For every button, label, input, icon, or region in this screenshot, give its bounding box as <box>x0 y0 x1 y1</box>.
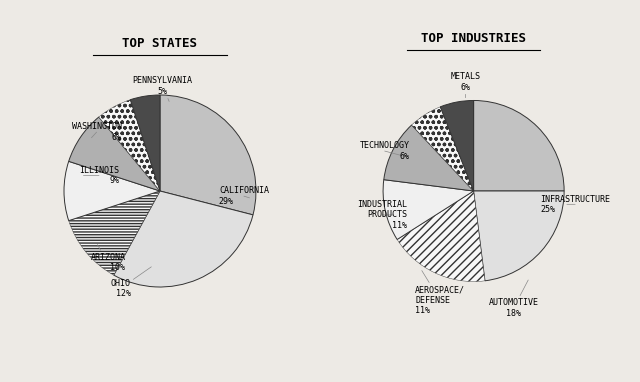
Wedge shape <box>68 191 160 275</box>
Text: TECHNOLOGY
6%: TECHNOLOGY 6% <box>360 141 410 161</box>
Text: AUTOMOTIVE
18%: AUTOMOTIVE 18% <box>488 280 538 318</box>
Wedge shape <box>68 117 160 191</box>
Wedge shape <box>412 107 474 191</box>
Text: CALIFORNIA
29%: CALIFORNIA 29% <box>219 186 269 206</box>
Text: AEROSPACE/
DEFENSE
11%: AEROSPACE/ DEFENSE 11% <box>415 270 465 315</box>
Text: TOP STATES: TOP STATES <box>122 37 198 50</box>
Text: OHIO
12%: OHIO 12% <box>111 267 151 298</box>
Wedge shape <box>474 191 564 281</box>
Text: WASHINGTON
6%: WASHINGTON 6% <box>72 122 122 142</box>
Text: TOP INDUSTRIES: TOP INDUSTRIES <box>421 32 526 45</box>
Wedge shape <box>99 100 160 191</box>
Text: INDUSTRIAL
PRODUCTS
11%: INDUSTRIAL PRODUCTS 11% <box>357 200 407 230</box>
Text: PENNSYLVANIA
5%: PENNSYLVANIA 5% <box>132 76 193 101</box>
Text: ARIZONA
10%: ARIZONA 10% <box>90 244 125 272</box>
Wedge shape <box>114 191 253 287</box>
Wedge shape <box>440 100 474 191</box>
Wedge shape <box>384 125 474 191</box>
Wedge shape <box>474 100 564 191</box>
Wedge shape <box>383 180 474 240</box>
Wedge shape <box>131 95 160 191</box>
Text: ILLINOIS
9%: ILLINOIS 9% <box>79 166 119 185</box>
Wedge shape <box>160 95 256 215</box>
Text: INFRASTRUCTURE
25%: INFRASTRUCTURE 25% <box>540 194 610 214</box>
Text: METALS
6%: METALS 6% <box>451 72 481 98</box>
Wedge shape <box>397 191 485 282</box>
Wedge shape <box>64 161 160 221</box>
